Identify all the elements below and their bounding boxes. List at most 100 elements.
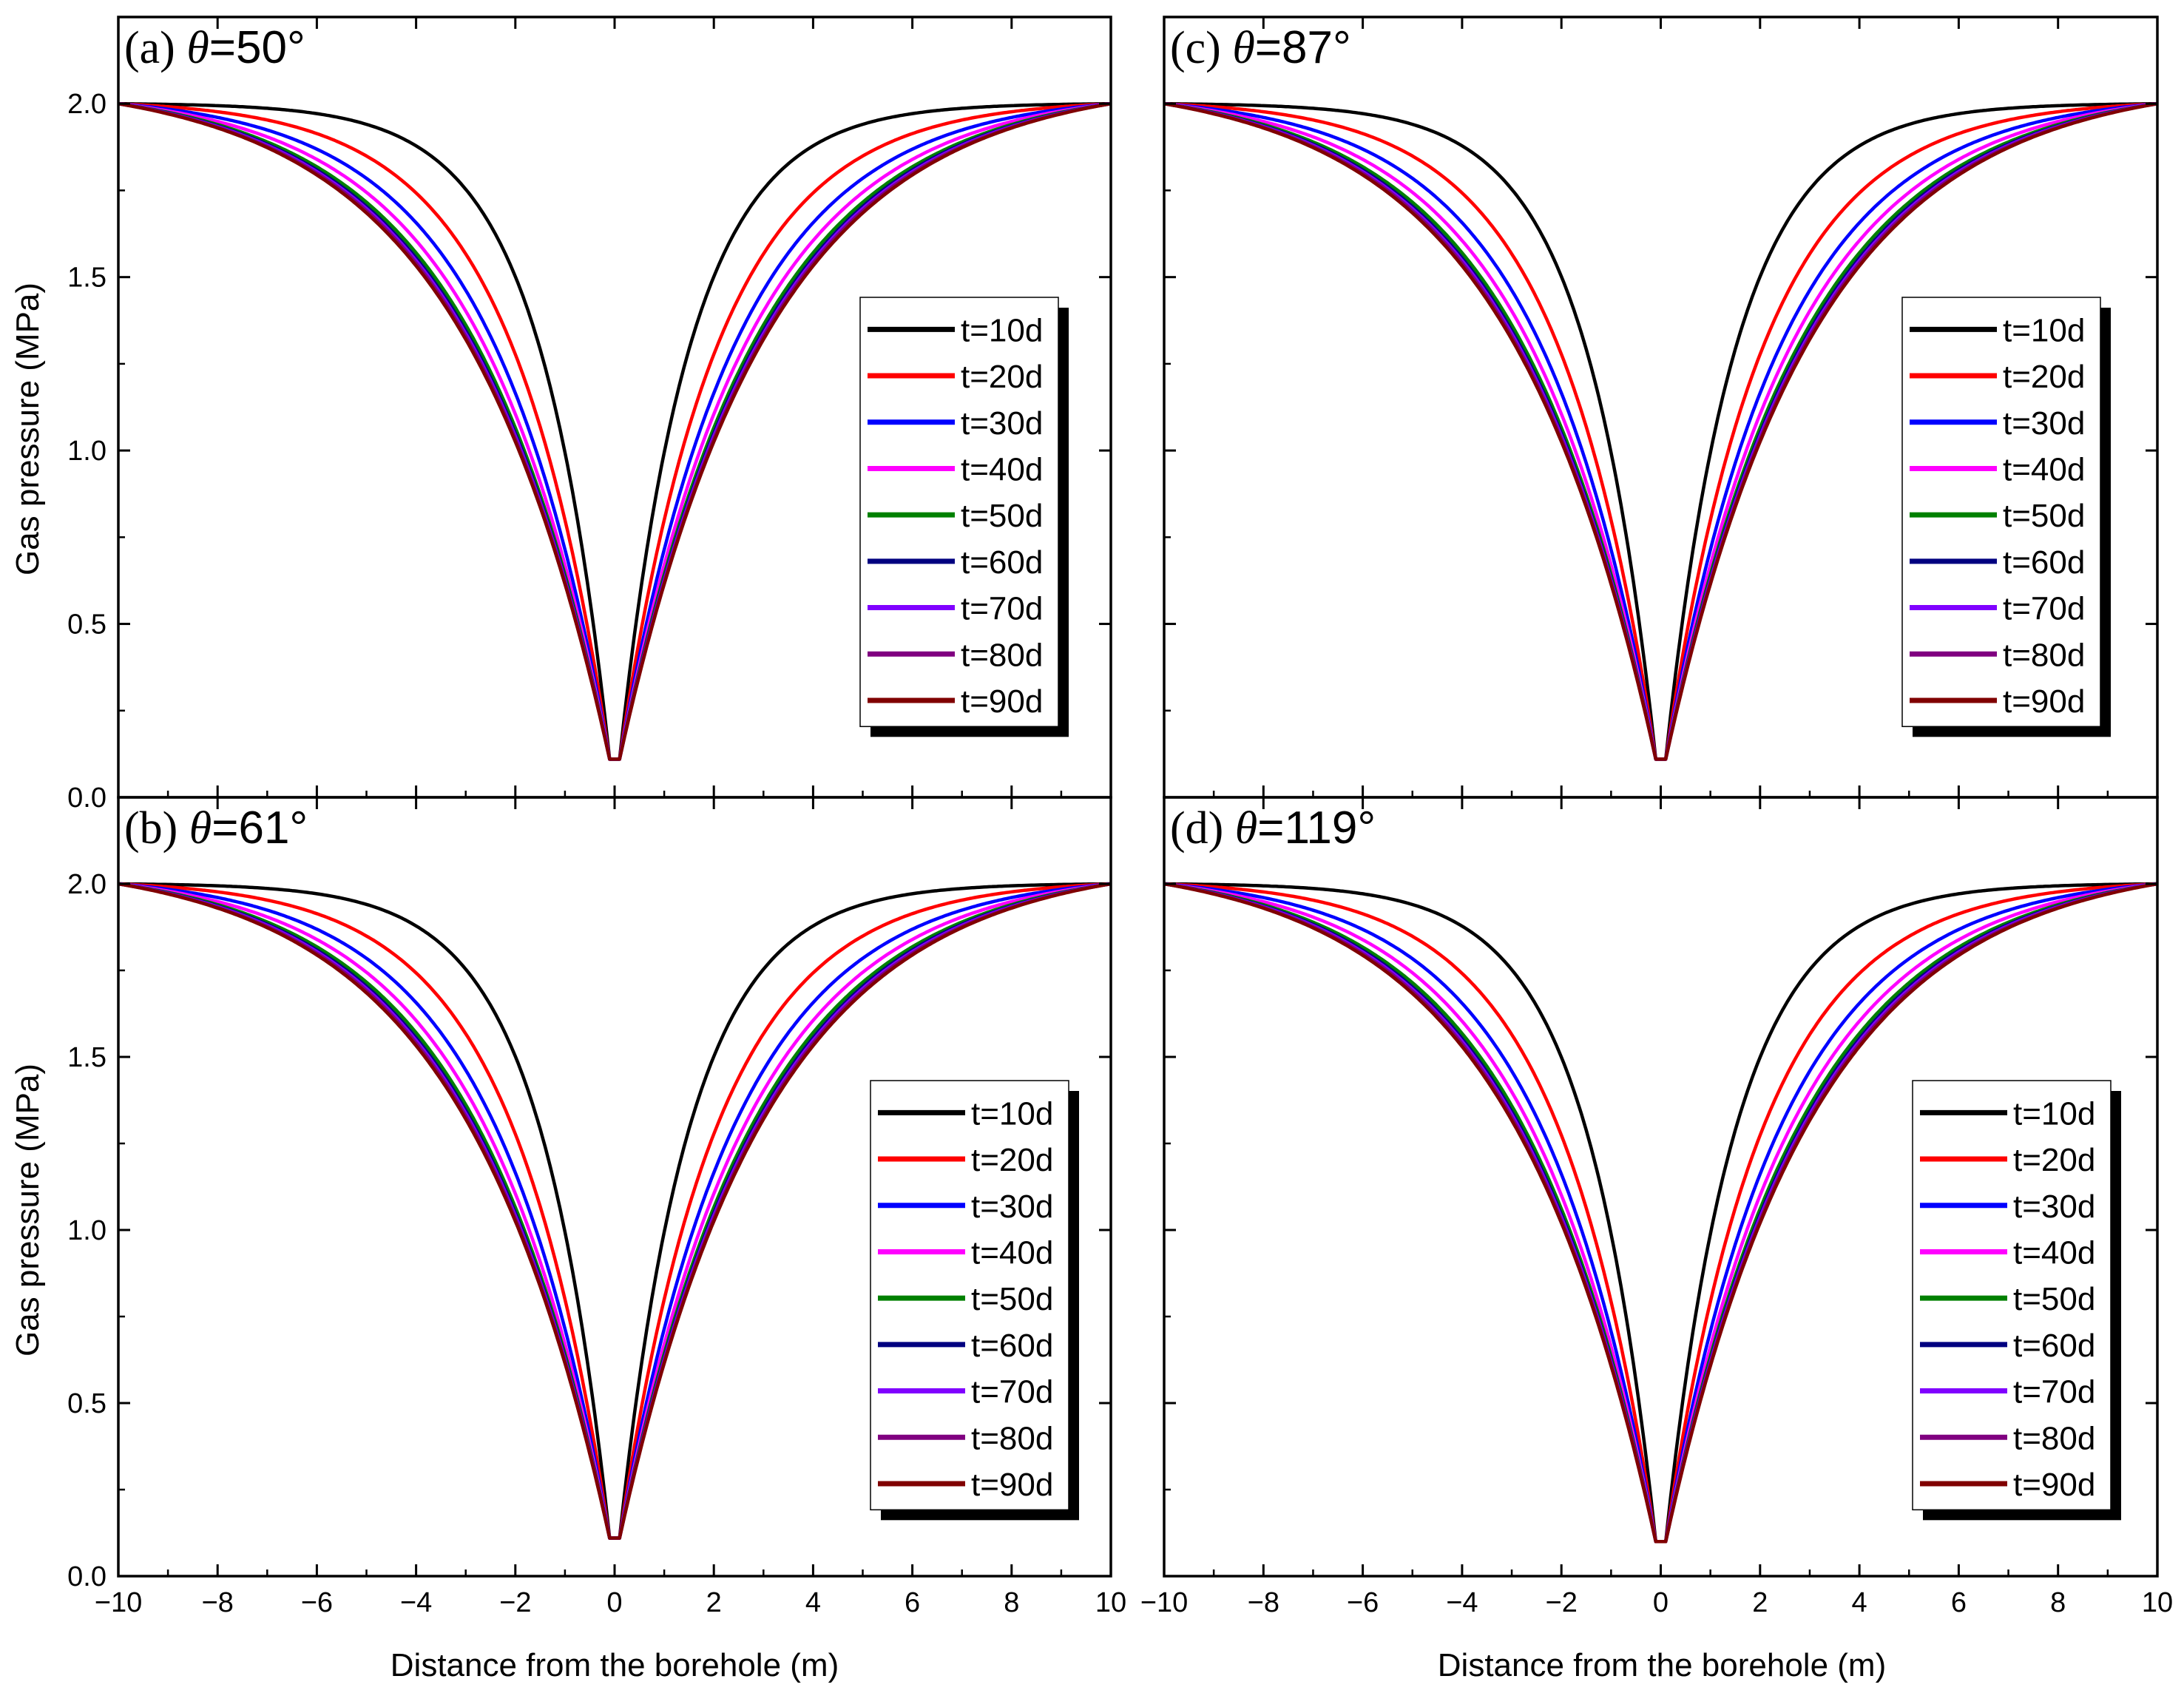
legend-item: t=90d [878, 1467, 1053, 1503]
legend-item: t=40d [868, 451, 1043, 487]
legend-item: t=30d [868, 405, 1043, 442]
legend-label: t=70d [2013, 1374, 2095, 1410]
legend-box [1912, 1080, 2112, 1511]
y-tick-label: 0.0 [67, 1561, 107, 1592]
legend-label: t=90d [2003, 683, 2085, 720]
panel-label: (b) θ=61° [124, 802, 308, 854]
y-tick-label: 1.5 [67, 263, 107, 294]
legend-label: t=80d [971, 1420, 1053, 1456]
legend-label: t=20d [961, 359, 1043, 395]
series-line-t=90d [118, 882, 1111, 1540]
panel-label-symbol: θ [1232, 23, 1254, 73]
legend-item: t=60d [1910, 544, 2085, 581]
legend-item: t=70d [1920, 1374, 2095, 1410]
legend-label: t=40d [2003, 451, 2085, 487]
x-tick-label: −8 [1248, 1587, 1279, 1618]
legend-label: t=60d [971, 1328, 1053, 1364]
legend-label: t=30d [961, 405, 1043, 442]
legend-item: t=40d [1910, 451, 2085, 487]
panel-label: (a) θ=50° [124, 22, 305, 73]
x-tick-label: −4 [400, 1587, 432, 1618]
legend-label: t=90d [961, 683, 1043, 720]
x-tick-label: 10 [2142, 1587, 2173, 1618]
legend-item: t=20d [1910, 359, 2085, 395]
legend-item: t=70d [1910, 591, 2085, 627]
legend-label: t=40d [2013, 1234, 2095, 1271]
legend-label: t=90d [2013, 1467, 2095, 1503]
x-tick-label: 6 [1951, 1587, 1967, 1618]
panel-b: 0.0 0.5 1.0 1.5 2.0 −10 −8 −6 −4 −2 0 2 4 6 8 10 (b) θ=6… [67, 796, 1126, 1618]
legend-label: t=20d [2013, 1142, 2095, 1178]
legend-item: t=10d [1920, 1095, 2095, 1132]
y-tick-label: 1.5 [67, 1042, 107, 1073]
series-line-t=90d [1164, 101, 2157, 761]
legend-label: t=20d [971, 1142, 1053, 1178]
legend-label: t=70d [961, 591, 1043, 627]
legend-label: t=10d [2003, 312, 2085, 348]
panel-label-value: =87° [1255, 22, 1351, 73]
series-group [118, 101, 1111, 761]
legend-item: t=80d [868, 637, 1043, 673]
panel-label-prefix: (c) [1170, 23, 1232, 73]
x-tick-label: 8 [1004, 1587, 1019, 1618]
legend-item: t=80d [878, 1420, 1053, 1456]
legend-item: t=30d [878, 1189, 1053, 1225]
panel-label-symbol: θ [1235, 803, 1257, 854]
legend-item: t=50d [1910, 498, 2085, 534]
legend: t=10d t=20d t=30d t=40d t=50d t=60d t=70d t=80d… [1901, 297, 2111, 737]
legend-label: t=70d [971, 1374, 1053, 1410]
legend-item: t=80d [1920, 1420, 2095, 1456]
x-tick-label: 6 [905, 1587, 920, 1618]
legend: t=10d t=20d t=30d t=40d t=50d t=60d t=70d t=80d… [870, 1080, 1079, 1521]
y-tick-label: 0.5 [67, 1388, 107, 1419]
x-tick-label: −6 [301, 1587, 333, 1618]
x-tick-label: 2 [706, 1587, 722, 1618]
legend-item: t=30d [1920, 1189, 2095, 1225]
legend-label: t=50d [961, 498, 1043, 534]
panel-label-symbol: θ [186, 23, 209, 73]
legend-item: t=40d [878, 1234, 1053, 1271]
y-tick-label: 0.0 [67, 783, 107, 814]
x-tick-label: 2 [1752, 1587, 1768, 1618]
legend: t=10d t=20d t=30d t=40d t=50d t=60d t=70d t=80d… [859, 297, 1069, 737]
legend-item: t=20d [1920, 1142, 2095, 1178]
legend-item: t=50d [878, 1281, 1053, 1317]
legend-label: t=80d [2013, 1420, 2095, 1456]
legend-item: t=20d [878, 1142, 1053, 1178]
panel-label-symbol: θ [189, 803, 212, 854]
legend-label: t=10d [971, 1095, 1053, 1132]
xlabel-left: Distance from the borehole (m) [391, 1647, 839, 1683]
x-tick-label: 0 [606, 1587, 622, 1618]
series-line-t=90d [118, 101, 1111, 761]
panel-label-value: =119° [1257, 802, 1376, 854]
x-tick-label: −10 [95, 1587, 142, 1618]
x-tick-label: −4 [1446, 1587, 1478, 1618]
legend-label: t=40d [961, 451, 1043, 487]
legend-label: t=80d [2003, 637, 2085, 673]
series-line-t=90d [1164, 882, 2157, 1544]
legend-label: t=10d [961, 312, 1043, 348]
y-tick-label: 0.5 [67, 609, 107, 641]
legend-label: t=90d [971, 1467, 1053, 1503]
xlabel-right: Distance from the borehole (m) [1438, 1647, 1886, 1683]
panel-label-prefix: (a) [124, 23, 186, 73]
y-tick-label: 2.0 [67, 869, 107, 900]
panels: 0.00.51.01.52.0(a) θ=50°t=10dt=20dt=30dt… [67, 16, 2173, 1618]
y-tick-label: 1.0 [67, 1215, 107, 1246]
legend-item: t=90d [868, 683, 1043, 720]
x-tick-label: −8 [202, 1587, 234, 1618]
legend-label: t=20d [2003, 359, 2085, 395]
series-group [1164, 882, 2157, 1544]
series-group [1164, 101, 2157, 761]
x-tick-label: 8 [2050, 1587, 2066, 1618]
legend-item: t=10d [1910, 312, 2085, 348]
x-tick-label: −2 [1546, 1587, 1578, 1618]
x-tick-label: 4 [805, 1587, 821, 1618]
panel-d: −10 −8 −6 −4 −2 0 2 4 6 8 10(d) θ=119°t=10dt=20dt=… [1140, 796, 2173, 1618]
x-tick-label: 0 [1653, 1587, 1669, 1618]
series-group [118, 882, 1111, 1540]
x-tick-label: 4 [1852, 1587, 1867, 1618]
x-tick-label: 10 [1095, 1587, 1126, 1618]
panel-label: (c) θ=87° [1170, 22, 1351, 73]
legend-item: t=70d [868, 591, 1043, 627]
